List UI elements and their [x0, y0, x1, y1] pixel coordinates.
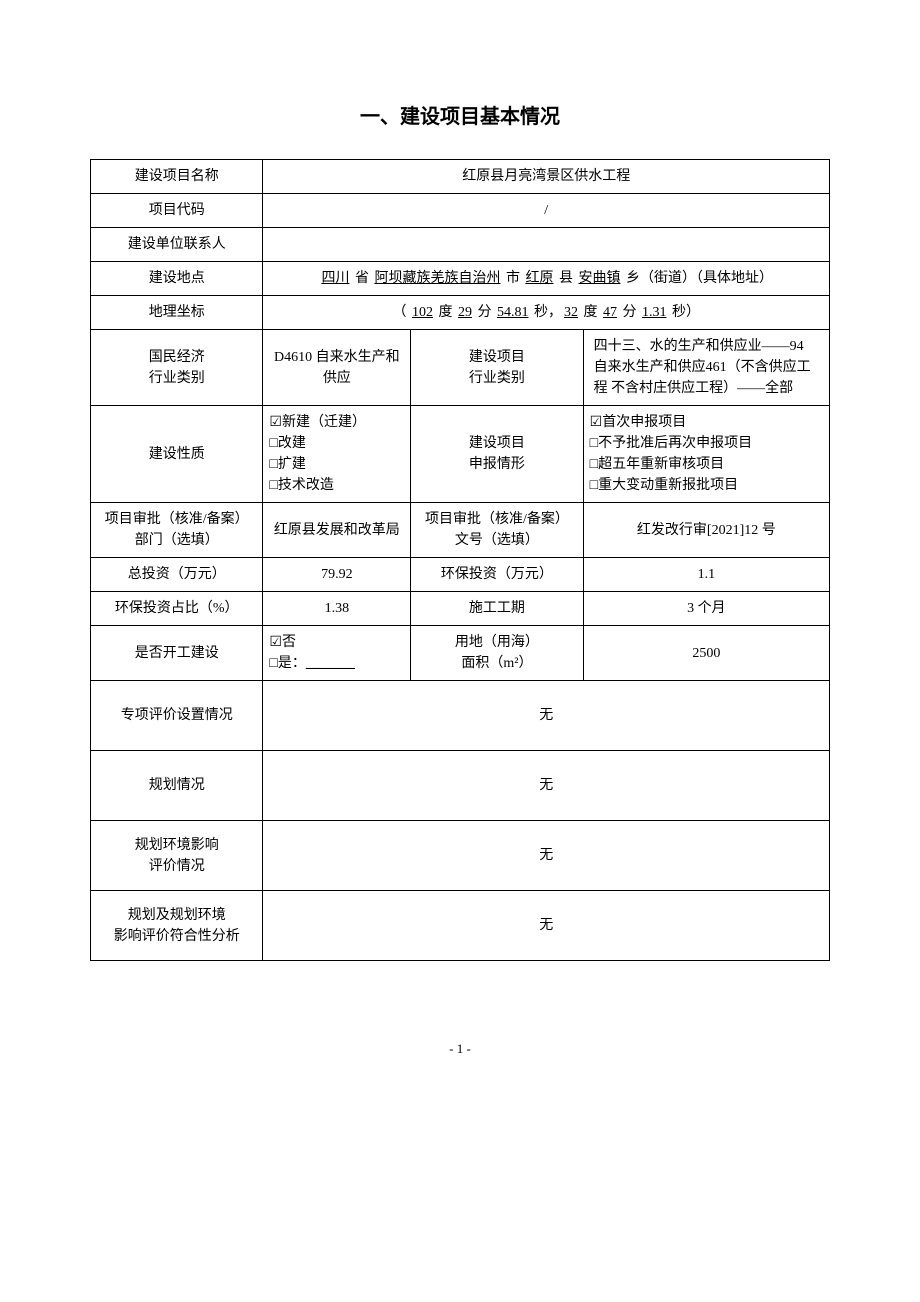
contact-value	[263, 228, 830, 262]
project-code-value: /	[263, 194, 830, 228]
section-title: 一、建设项目基本情况	[90, 100, 830, 129]
build-nature-opt4: □技术改造	[269, 475, 402, 496]
coord-open: （	[392, 305, 410, 320]
apply-type-value: ☑首次申报项目 □不予批准后再次申报项目 □超五年重新审核项目 □重大变动重新报…	[583, 406, 829, 503]
plan-env-value: 无	[263, 821, 830, 891]
started-opt1: ☑否	[269, 632, 402, 653]
project-code-label: 项目代码	[91, 194, 263, 228]
project-name-label: 建设项目名称	[91, 160, 263, 194]
coord-lat-sec: 1.31	[640, 305, 669, 320]
location-suffix-3: 县	[555, 271, 576, 286]
project-name-value: 红原县月亮湾景区供水工程	[263, 160, 830, 194]
special-eval-label: 专项评价设置情况	[91, 681, 263, 751]
location-label: 建设地点	[91, 262, 263, 296]
apply-type-opt1: ☑首次申报项目	[590, 412, 821, 433]
period-label: 施工工期	[411, 592, 583, 626]
started-value: ☑否 □是：_______	[263, 626, 411, 681]
plan-conform-value: 无	[263, 891, 830, 961]
land-area-value: 2500	[583, 626, 829, 681]
econ-industry-value: D4610 自来水生产和供应	[263, 330, 411, 406]
apply-type-opt3: □超五年重新审核项目	[590, 454, 821, 475]
location-suffix-1: 省	[351, 271, 372, 286]
special-eval-value: 无	[263, 681, 830, 751]
coord-lon-sec: 54.81	[495, 305, 531, 320]
coord-lon-min: 29	[456, 305, 474, 320]
proj-industry-value: 四十三、水的生产和供应业——94 自来水生产和供应461（不含供应工程 不含村庄…	[583, 330, 829, 406]
coord-min-2: 分	[619, 305, 640, 320]
env-invest-value: 1.1	[583, 558, 829, 592]
approval-no-value: 红发改行审[2021]12 号	[583, 503, 829, 558]
proj-industry-label: 建设项目 行业类别	[411, 330, 583, 406]
approval-dept-value: 红原县发展和改革局	[263, 503, 411, 558]
started-opt2: □是：	[269, 656, 305, 671]
coord-deg-2: 度	[580, 305, 601, 320]
econ-industry-label: 国民经济 行业类别	[91, 330, 263, 406]
coord-lat-min: 47	[601, 305, 619, 320]
started-label: 是否开工建设	[91, 626, 263, 681]
coord-lon-deg: 102	[410, 305, 435, 320]
build-nature-label: 建设性质	[91, 406, 263, 503]
started-blank: _______	[306, 656, 355, 671]
env-invest-label: 环保投资（万元）	[411, 558, 583, 592]
apply-type-opt4: □重大变动重新报批项目	[590, 475, 821, 496]
land-area-label: 用地（用海） 面积（m²）	[411, 626, 583, 681]
env-ratio-value: 1.38	[263, 592, 411, 626]
coord-label: 地理坐标	[91, 296, 263, 330]
apply-type-opt2: □不予批准后再次申报项目	[590, 433, 821, 454]
build-nature-value: ☑新建（迁建） □改建 □扩建 □技术改造	[263, 406, 411, 503]
coord-deg-1: 度	[435, 305, 456, 320]
approval-no-label: 项目审批（核准/备案）文号（选填）	[411, 503, 583, 558]
coord-value: （ 102 度 29 分 54.81 秒，32 度 47 分 1.31 秒）	[263, 296, 830, 330]
apply-type-label: 建设项目 申报情形	[411, 406, 583, 503]
build-nature-opt1: ☑新建（迁建）	[269, 412, 402, 433]
period-value: 3 个月	[583, 592, 829, 626]
page-number: - 1 -	[90, 1041, 830, 1057]
location-suffix-4: 乡（街道）（具体地址）	[622, 271, 773, 286]
plan-value: 无	[263, 751, 830, 821]
coord-min-1: 分	[474, 305, 495, 320]
approval-dept-label: 项目审批（核准/备案）部门（选填）	[91, 503, 263, 558]
location-value: 四川 省 阿坝藏族羌族自治州 市 红原 县 安曲镇 乡（街道）（具体地址）	[263, 262, 830, 296]
project-info-table: 建设项目名称 红原县月亮湾景区供水工程 项目代码 / 建设单位联系人 建设地点 …	[90, 159, 830, 961]
env-ratio-label: 环保投资占比（%）	[91, 592, 263, 626]
plan-env-label: 规划环境影响 评价情况	[91, 821, 263, 891]
build-nature-opt2: □改建	[269, 433, 402, 454]
plan-label: 规划情况	[91, 751, 263, 821]
location-city: 阿坝藏族羌族自治州	[372, 271, 502, 286]
contact-label: 建设单位联系人	[91, 228, 263, 262]
coord-sec-2: 秒）	[668, 305, 700, 320]
total-invest-value: 79.92	[263, 558, 411, 592]
total-invest-label: 总投资（万元）	[91, 558, 263, 592]
coord-sec-1: 秒，	[530, 305, 562, 320]
location-suffix-2: 市	[502, 271, 523, 286]
coord-lat-deg: 32	[562, 305, 580, 320]
location-province: 四川	[319, 271, 351, 286]
plan-conform-label: 规划及规划环境 影响评价符合性分析	[91, 891, 263, 961]
location-town: 安曲镇	[576, 271, 622, 286]
location-county: 红原	[523, 271, 555, 286]
build-nature-opt3: □扩建	[269, 454, 402, 475]
